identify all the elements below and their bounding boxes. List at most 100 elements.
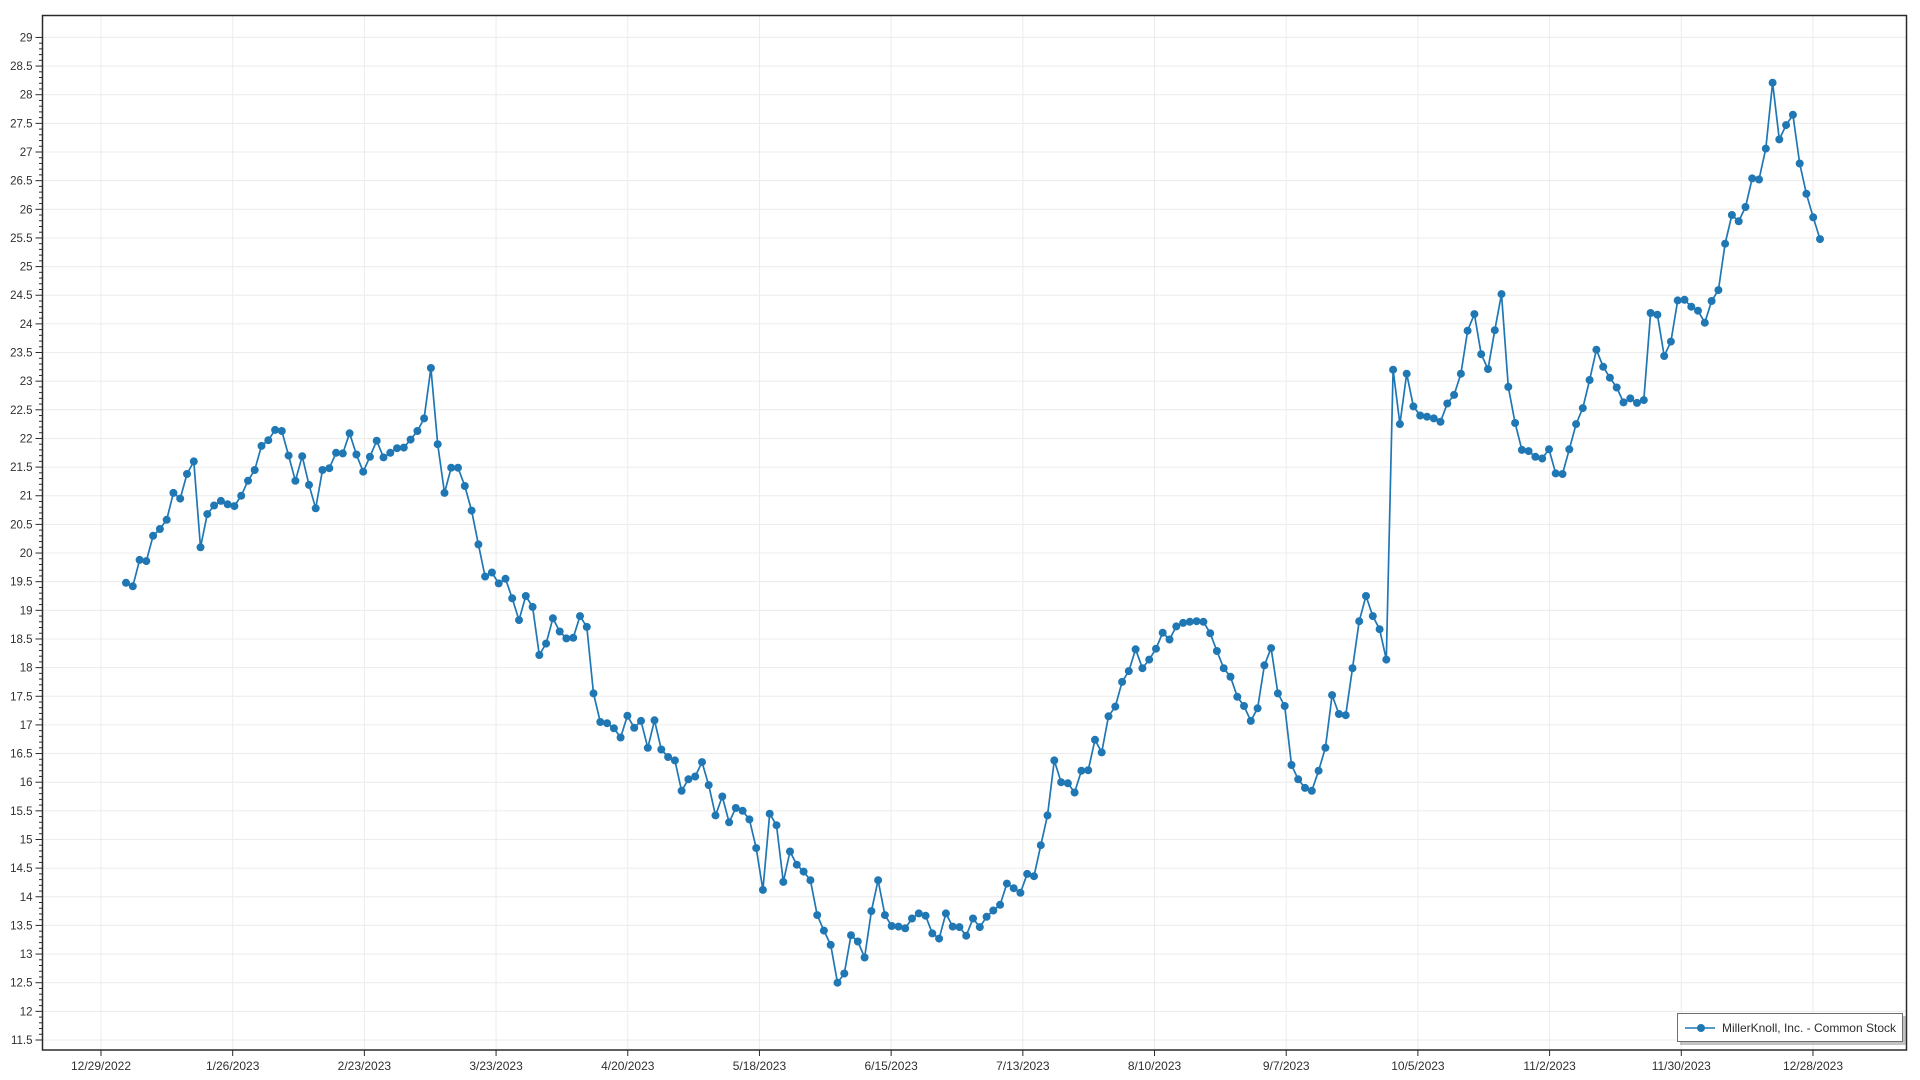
data-point-marker[interactable] (433, 440, 442, 449)
data-point-marker[interactable] (908, 914, 916, 923)
data-point-marker[interactable] (1348, 664, 1357, 673)
data-point-marker[interactable] (609, 724, 618, 733)
data-point-marker[interactable] (508, 594, 517, 603)
data-point-marker[interactable] (630, 723, 639, 732)
data-point-marker[interactable] (1118, 677, 1127, 686)
data-point-marker[interactable] (535, 651, 544, 659)
data-point-marker[interactable] (1429, 414, 1438, 423)
data-point-marker[interactable] (1328, 691, 1337, 700)
data-point-marker[interactable] (860, 953, 869, 962)
data-point-marker[interactable] (1768, 78, 1777, 87)
data-point-marker[interactable] (914, 909, 923, 918)
data-point-marker[interactable] (1240, 702, 1248, 710)
data-point-marker[interactable] (1185, 617, 1194, 626)
data-point-marker[interactable] (670, 756, 679, 765)
data-point-marker[interactable] (440, 488, 449, 497)
data-point-marker[interactable] (1558, 470, 1567, 478)
data-point-marker[interactable] (155, 525, 164, 533)
data-point-marker[interactable] (772, 821, 781, 830)
data-point-marker[interactable] (894, 922, 903, 931)
data-point-marker[interactable] (542, 639, 551, 648)
data-point-marker[interactable] (718, 792, 727, 801)
data-point-marker[interactable] (1091, 735, 1099, 744)
data-point-marker[interactable] (758, 885, 767, 894)
data-point-marker[interactable] (1111, 702, 1120, 711)
data-point-marker[interactable] (162, 515, 171, 524)
data-point-marker[interactable] (765, 809, 774, 818)
data-point-marker[interactable] (1450, 390, 1459, 399)
data-point-marker[interactable] (1097, 748, 1106, 757)
data-point-marker[interactable] (1253, 704, 1262, 713)
data-point-marker[interactable] (941, 909, 950, 918)
data-point-marker[interactable] (135, 555, 144, 564)
data-point-marker[interactable] (501, 574, 510, 583)
data-point-marker[interactable] (1301, 783, 1309, 792)
data-point-marker[interactable] (1463, 326, 1472, 335)
data-point-marker[interactable] (1748, 174, 1757, 183)
data-point-marker[interactable] (1551, 469, 1560, 478)
data-point-marker[interactable] (359, 467, 368, 476)
data-point-marker[interactable] (1294, 775, 1303, 784)
data-point-marker[interactable] (548, 614, 557, 623)
data-point-marker[interactable] (752, 844, 761, 853)
data-point-marker[interactable] (203, 510, 212, 519)
data-point-marker[interactable] (1057, 778, 1066, 787)
data-point-marker[interactable] (379, 453, 388, 462)
data-point-marker[interactable] (1355, 617, 1364, 626)
data-point-marker[interactable] (1199, 617, 1208, 626)
data-point-marker[interactable] (799, 867, 808, 876)
data-point-marker[interactable] (1124, 667, 1133, 676)
data-point-marker[interactable] (677, 786, 686, 795)
data-point-marker[interactable] (216, 496, 225, 505)
data-point-marker[interactable] (1152, 644, 1160, 653)
data-point-marker[interactable] (460, 482, 469, 490)
data-point-marker[interactable] (1734, 217, 1743, 226)
data-point-marker[interactable] (1673, 296, 1682, 305)
data-point-marker[interactable] (223, 500, 232, 509)
data-point-marker[interactable] (664, 753, 673, 761)
data-point-marker[interactable] (969, 914, 977, 923)
data-point-marker[interactable] (1788, 110, 1797, 119)
data-point-marker[interactable] (237, 491, 246, 500)
data-point-marker[interactable] (1043, 811, 1052, 820)
data-point-marker[interactable] (1334, 710, 1343, 718)
data-point-marker[interactable] (1619, 398, 1628, 407)
data-point-marker[interactable] (792, 860, 801, 869)
data-point-marker[interactable] (1009, 884, 1018, 893)
data-point-marker[interactable] (1158, 628, 1167, 637)
data-point-marker[interactable] (1267, 644, 1276, 653)
data-point-marker[interactable] (1490, 326, 1499, 335)
data-point-marker[interactable] (1653, 310, 1662, 319)
data-point-marker[interactable] (887, 922, 896, 930)
data-point-marker[interactable] (1226, 672, 1235, 681)
data-point-marker[interactable] (1511, 419, 1520, 427)
data-point-marker[interactable] (1666, 337, 1675, 346)
data-point-marker[interactable] (948, 922, 957, 931)
data-point-marker[interactable] (1436, 417, 1445, 426)
data-point-marker[interactable] (576, 612, 584, 621)
data-point-marker[interactable] (1375, 625, 1384, 634)
data-point-marker[interactable] (806, 876, 815, 885)
data-point-marker[interactable] (1233, 692, 1242, 701)
data-point-marker[interactable] (1633, 398, 1641, 407)
data-point-marker[interactable] (1423, 412, 1431, 421)
data-point-marker[interactable] (1063, 779, 1072, 788)
data-point-marker[interactable] (874, 876, 883, 885)
data-point-marker[interactable] (596, 718, 605, 726)
data-point-marker[interactable] (1504, 382, 1513, 391)
data-point-marker[interactable] (352, 450, 361, 459)
data-point-marker[interactable] (1599, 362, 1608, 371)
data-point-marker[interactable] (1138, 664, 1147, 673)
data-point-marker[interactable] (1612, 383, 1621, 392)
data-point-marker[interactable] (1307, 786, 1316, 795)
data-point-marker[interactable] (1456, 369, 1465, 378)
data-point-marker[interactable] (1402, 369, 1411, 378)
data-point-marker[interactable] (420, 414, 429, 423)
data-point-marker[interactable] (298, 452, 307, 461)
data-point-marker[interactable] (603, 719, 612, 728)
data-point-marker[interactable] (1741, 203, 1750, 211)
data-point-marker[interactable] (1816, 235, 1824, 244)
data-point-marker[interactable] (982, 912, 991, 921)
data-point-marker[interactable] (1246, 716, 1255, 725)
data-point-marker[interactable] (271, 425, 280, 434)
